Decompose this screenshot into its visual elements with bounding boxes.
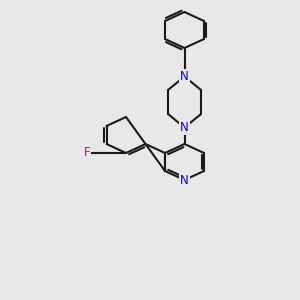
Text: N: N [180,121,189,134]
Text: F: F [84,146,90,160]
Text: N: N [180,70,189,83]
Text: N: N [180,173,189,187]
